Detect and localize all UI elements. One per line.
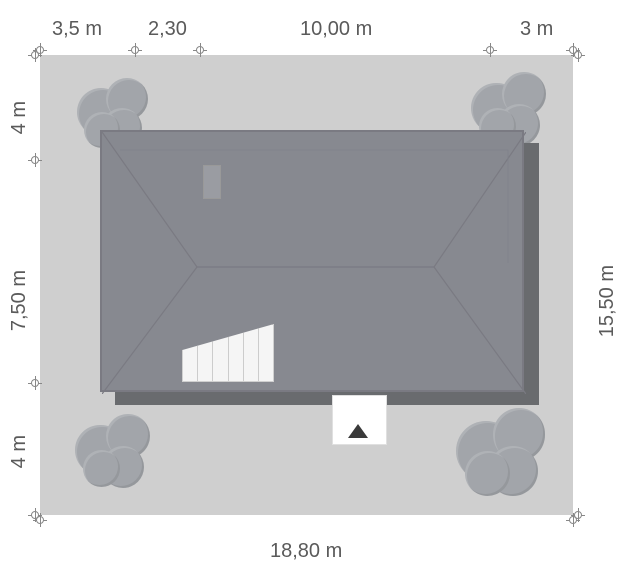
dimension-marker-icon xyxy=(28,153,42,167)
entrance-arrow-icon xyxy=(348,424,368,438)
dimension-label: 15,50 m xyxy=(596,265,619,337)
dimension-label: 2,30 xyxy=(148,18,187,41)
house-roof xyxy=(100,130,524,392)
dimension-marker-icon xyxy=(193,43,207,57)
dimension-label: 18,80 m xyxy=(270,540,342,563)
tree-4 xyxy=(450,408,550,508)
dimension-marker-icon xyxy=(483,43,497,57)
dimension-marker-icon xyxy=(28,48,42,62)
dimension-marker-icon xyxy=(128,43,142,57)
dimension-label: 4 m xyxy=(8,435,31,468)
dimension-marker-icon xyxy=(28,376,42,390)
dimension-label: 10,00 m xyxy=(300,18,372,41)
site-plan-diagram: 3,5 m 2,30 10,00 m 3 m 18,80 m 4 m 7,50 m 4 m 15… xyxy=(0,0,634,575)
dimension-label: 4 m xyxy=(8,101,31,134)
chimney xyxy=(203,165,221,199)
dimension-label: 3 m xyxy=(520,18,553,41)
tree-3 xyxy=(70,414,154,498)
dimension-label: 3,5 m xyxy=(52,18,102,41)
dimension-label: 7,50 m xyxy=(8,270,31,331)
dimension-marker-icon xyxy=(28,508,42,522)
dimension-marker-icon xyxy=(571,48,585,62)
dimension-marker-icon xyxy=(571,508,585,522)
